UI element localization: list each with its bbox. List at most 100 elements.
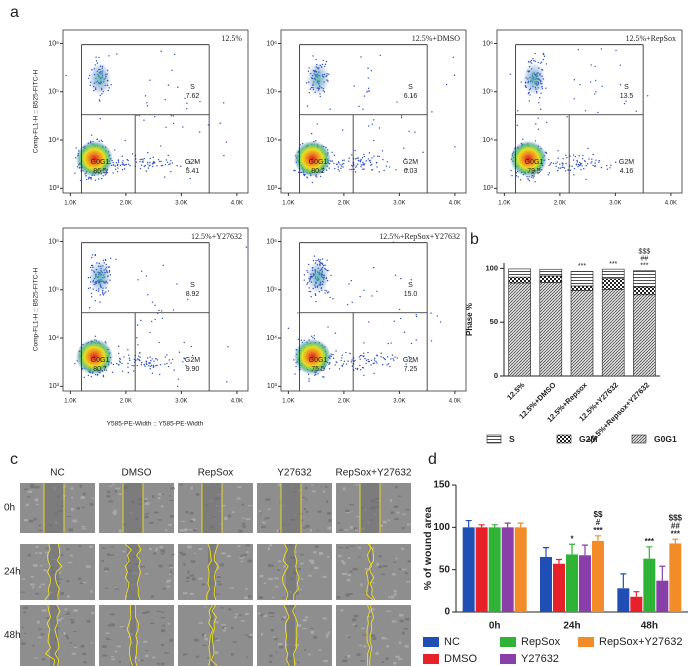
event-dot	[584, 110, 587, 112]
texture	[160, 662, 165, 666]
texture	[189, 574, 194, 577]
texture	[190, 560, 196, 563]
event-dot	[564, 170, 567, 172]
plot-frame	[280, 227, 467, 392]
event-dot	[404, 158, 407, 160]
event-dot	[538, 102, 540, 104]
event-dot	[87, 287, 90, 290]
y-tick-label: 10⁶	[482, 40, 493, 47]
event-dot	[396, 357, 398, 359]
legend-label: S	[509, 434, 515, 444]
event-dot	[141, 158, 143, 161]
event-dot	[147, 151, 149, 154]
texture	[34, 485, 40, 489]
texture	[104, 567, 109, 571]
y-tick-label: 10⁵	[48, 287, 59, 294]
event-dot	[219, 122, 221, 124]
texture	[82, 652, 87, 656]
event-dot	[330, 274, 332, 277]
flow-plot: S 7.62 G0G1 86.5 G2M 5.41 12.5% 1.0K 2.0K 3.0K 4.0…	[33, 29, 249, 207]
event-dot	[151, 372, 154, 375]
event-dot	[519, 179, 522, 181]
x-tick-label: 3.0K	[175, 201, 187, 207]
event-dot	[367, 77, 370, 79]
bar-segment	[570, 285, 594, 291]
texture	[340, 609, 344, 612]
texture	[228, 608, 232, 611]
event-dot	[99, 117, 102, 120]
legend-label: G0G1	[654, 434, 677, 444]
gate-name: G2M	[185, 159, 200, 166]
event-dot	[370, 70, 373, 72]
event-dot	[158, 309, 160, 312]
event-dot	[131, 364, 133, 367]
significance: #	[596, 518, 601, 527]
y-axis-label: % of wound area	[422, 507, 434, 591]
texture	[279, 645, 284, 649]
texture	[304, 507, 307, 511]
event-dot	[136, 336, 138, 339]
event-dot	[158, 160, 161, 163]
texture	[399, 619, 404, 623]
event-dot	[338, 170, 341, 172]
texture	[144, 502, 150, 505]
event-dot	[98, 56, 100, 59]
event-dot	[534, 60, 536, 62]
event-dot	[363, 168, 365, 170]
texture	[318, 551, 324, 555]
event-dot	[146, 102, 148, 104]
texture	[30, 583, 35, 586]
texture	[69, 554, 73, 557]
gate-name: G0G1	[309, 159, 328, 166]
event-dot	[153, 162, 155, 164]
event-dot	[293, 169, 295, 172]
event-dot	[297, 338, 299, 341]
event-dot	[597, 111, 599, 114]
texture	[193, 552, 197, 554]
texture	[60, 617, 64, 619]
error-bar	[646, 546, 653, 559]
texture	[190, 511, 194, 515]
legend-label: RepSox	[521, 636, 561, 648]
texture	[106, 553, 111, 556]
event-dot	[115, 258, 117, 261]
error-bar	[569, 543, 575, 555]
panel-label: a	[10, 4, 19, 21]
flow-plot: S 8.92 G0G1 80.7 G2M 9.90 12.5%+Y27632 1.0K 2.0K…	[33, 227, 249, 405]
column-label: Y27632	[277, 468, 312, 479]
event-dot	[375, 360, 377, 363]
texture	[143, 500, 147, 503]
event-dot	[563, 167, 566, 169]
event-dot	[143, 157, 145, 160]
event-dot	[367, 87, 370, 90]
texture	[195, 493, 200, 496]
event-dot	[371, 295, 373, 297]
bar-segment	[570, 290, 594, 377]
event-dot	[373, 139, 375, 142]
event-dot	[356, 157, 358, 159]
event-dot	[144, 365, 146, 367]
event-dot	[430, 312, 432, 314]
event-dot	[358, 356, 360, 358]
event-dot	[590, 162, 592, 164]
event-dot	[390, 342, 392, 344]
wound-edge	[283, 604, 290, 666]
event-dot	[559, 167, 562, 169]
texture	[277, 642, 283, 646]
event-dot	[565, 162, 567, 165]
event-dot	[408, 130, 410, 133]
event-dot	[94, 179, 97, 181]
event-dot	[172, 122, 175, 125]
event-dot	[223, 102, 225, 104]
event-dot	[340, 167, 342, 170]
texture	[204, 634, 207, 637]
event-dot	[326, 290, 328, 292]
event-dot	[363, 155, 366, 158]
event-dot	[339, 164, 341, 166]
event-dot	[74, 362, 76, 365]
bar	[475, 527, 488, 612]
event-dot	[300, 339, 302, 341]
texture	[242, 525, 246, 528]
event-dot	[111, 371, 114, 374]
y-tick-label: 10⁶	[266, 238, 277, 245]
